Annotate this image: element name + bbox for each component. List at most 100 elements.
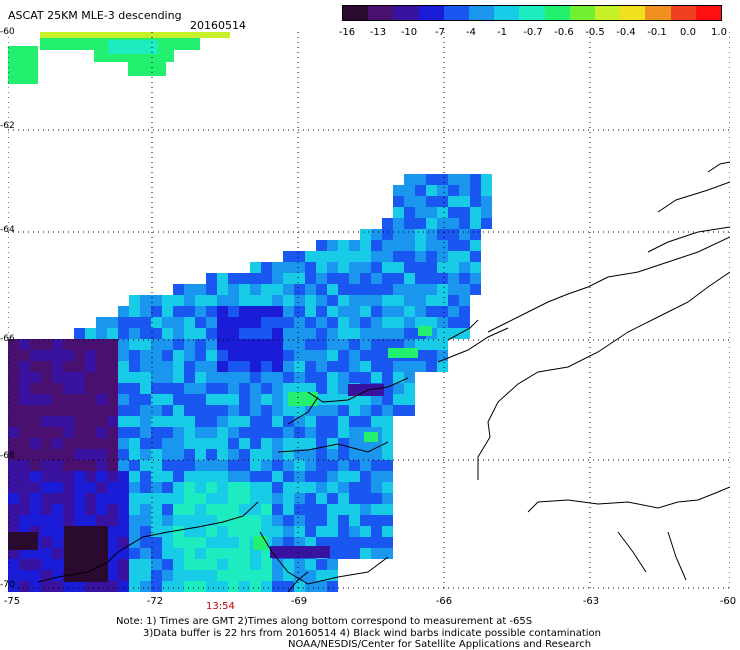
swath-cell <box>327 306 338 317</box>
swath-cell <box>305 416 316 427</box>
swath-cell <box>239 438 250 449</box>
swath-cell <box>470 218 481 229</box>
swath-cell <box>41 350 52 361</box>
lat-label-62: -62 <box>0 121 15 131</box>
swath-cell <box>228 493 239 504</box>
swath-cell <box>305 427 316 438</box>
swath-cell <box>360 515 371 526</box>
swath-cell <box>162 504 173 515</box>
swath-cell <box>294 460 305 471</box>
swath-cell <box>327 273 338 284</box>
swath-cell <box>349 372 360 383</box>
swath-cell <box>294 251 305 262</box>
swath-cell <box>63 416 74 427</box>
swath-cell <box>8 449 19 460</box>
swath-cell <box>74 460 85 471</box>
swath-cell <box>294 482 305 493</box>
swath-cell <box>360 372 371 383</box>
swath-cell <box>107 537 118 548</box>
swath-cell <box>316 482 327 493</box>
swath-cell <box>129 295 140 306</box>
swath-cell <box>118 449 129 460</box>
swath-cell <box>63 427 74 438</box>
swath-cell <box>118 471 129 482</box>
swath-cell <box>272 284 283 295</box>
swath-cell <box>184 460 195 471</box>
swath-cell <box>393 207 404 218</box>
swath-cell <box>415 251 426 262</box>
swath-cell <box>283 581 294 592</box>
swath-cell <box>239 328 250 339</box>
swath-cell <box>283 471 294 482</box>
swath-cell <box>360 449 371 460</box>
swath-cell <box>8 559 19 570</box>
swath-cell <box>261 471 272 482</box>
swath-cell <box>316 427 327 438</box>
swath-cell <box>96 372 107 383</box>
swath-cell <box>107 372 118 383</box>
swath-cell <box>415 262 426 273</box>
swath-cell <box>239 372 250 383</box>
swath-cell <box>338 339 349 350</box>
swath-cell <box>74 350 85 361</box>
swath-cell <box>63 504 74 515</box>
swath-cell <box>228 383 239 394</box>
swath-cell <box>305 361 316 372</box>
swath-cell <box>151 570 162 581</box>
swath-cell <box>195 394 206 405</box>
swath-cell <box>404 328 415 339</box>
swath-cell <box>294 581 305 592</box>
swath-cell <box>19 350 30 361</box>
swath-cell <box>481 207 492 218</box>
product-title: ASCAT 25KM MLE-3 descending <box>8 9 182 22</box>
swath-cell <box>30 482 41 493</box>
swath-cell <box>173 493 184 504</box>
swath-cell <box>140 383 151 394</box>
swath-cell <box>459 328 470 339</box>
swath-cell <box>173 570 184 581</box>
swath-cell <box>85 482 96 493</box>
swath-cell <box>41 394 52 405</box>
swath-cell <box>426 273 437 284</box>
swath-cell <box>74 339 85 350</box>
swath-cell <box>63 339 74 350</box>
swath-cell <box>272 482 283 493</box>
swath-cell <box>250 493 261 504</box>
swath-cell <box>316 394 327 405</box>
swath-cell <box>206 460 217 471</box>
swath-cell <box>228 295 239 306</box>
swath-cell <box>162 350 173 361</box>
swath-cell <box>371 416 382 427</box>
swath-cell <box>437 350 448 361</box>
swath-cell <box>437 262 448 273</box>
swath-cell <box>305 284 316 295</box>
swath-cell <box>19 416 30 427</box>
swath-cell <box>184 295 195 306</box>
swath-cell <box>129 559 140 570</box>
swath-cell <box>316 284 327 295</box>
swath-cell <box>217 460 228 471</box>
swath-cell <box>305 559 316 570</box>
swath-cell <box>195 471 206 482</box>
swath-cell <box>338 537 349 548</box>
swath-cell <box>371 394 382 405</box>
swath-cell <box>52 559 63 570</box>
swath-cell <box>195 339 206 350</box>
swath-cell <box>426 350 437 361</box>
swath-cell <box>437 240 448 251</box>
swath-cell <box>338 394 349 405</box>
swath-cell <box>360 471 371 482</box>
swath-cell <box>52 537 63 548</box>
swath-cell <box>85 449 96 460</box>
swath-cell <box>206 504 217 515</box>
swath-cell <box>118 526 129 537</box>
swath-cell <box>250 416 261 427</box>
swath-cell <box>206 405 217 416</box>
swath-cell <box>327 438 338 449</box>
swath-cell <box>217 339 228 350</box>
swath-cell <box>415 317 426 328</box>
swath-cell <box>327 515 338 526</box>
swath-cell <box>41 515 52 526</box>
swath-cell <box>404 251 415 262</box>
swath-cell <box>30 570 41 581</box>
